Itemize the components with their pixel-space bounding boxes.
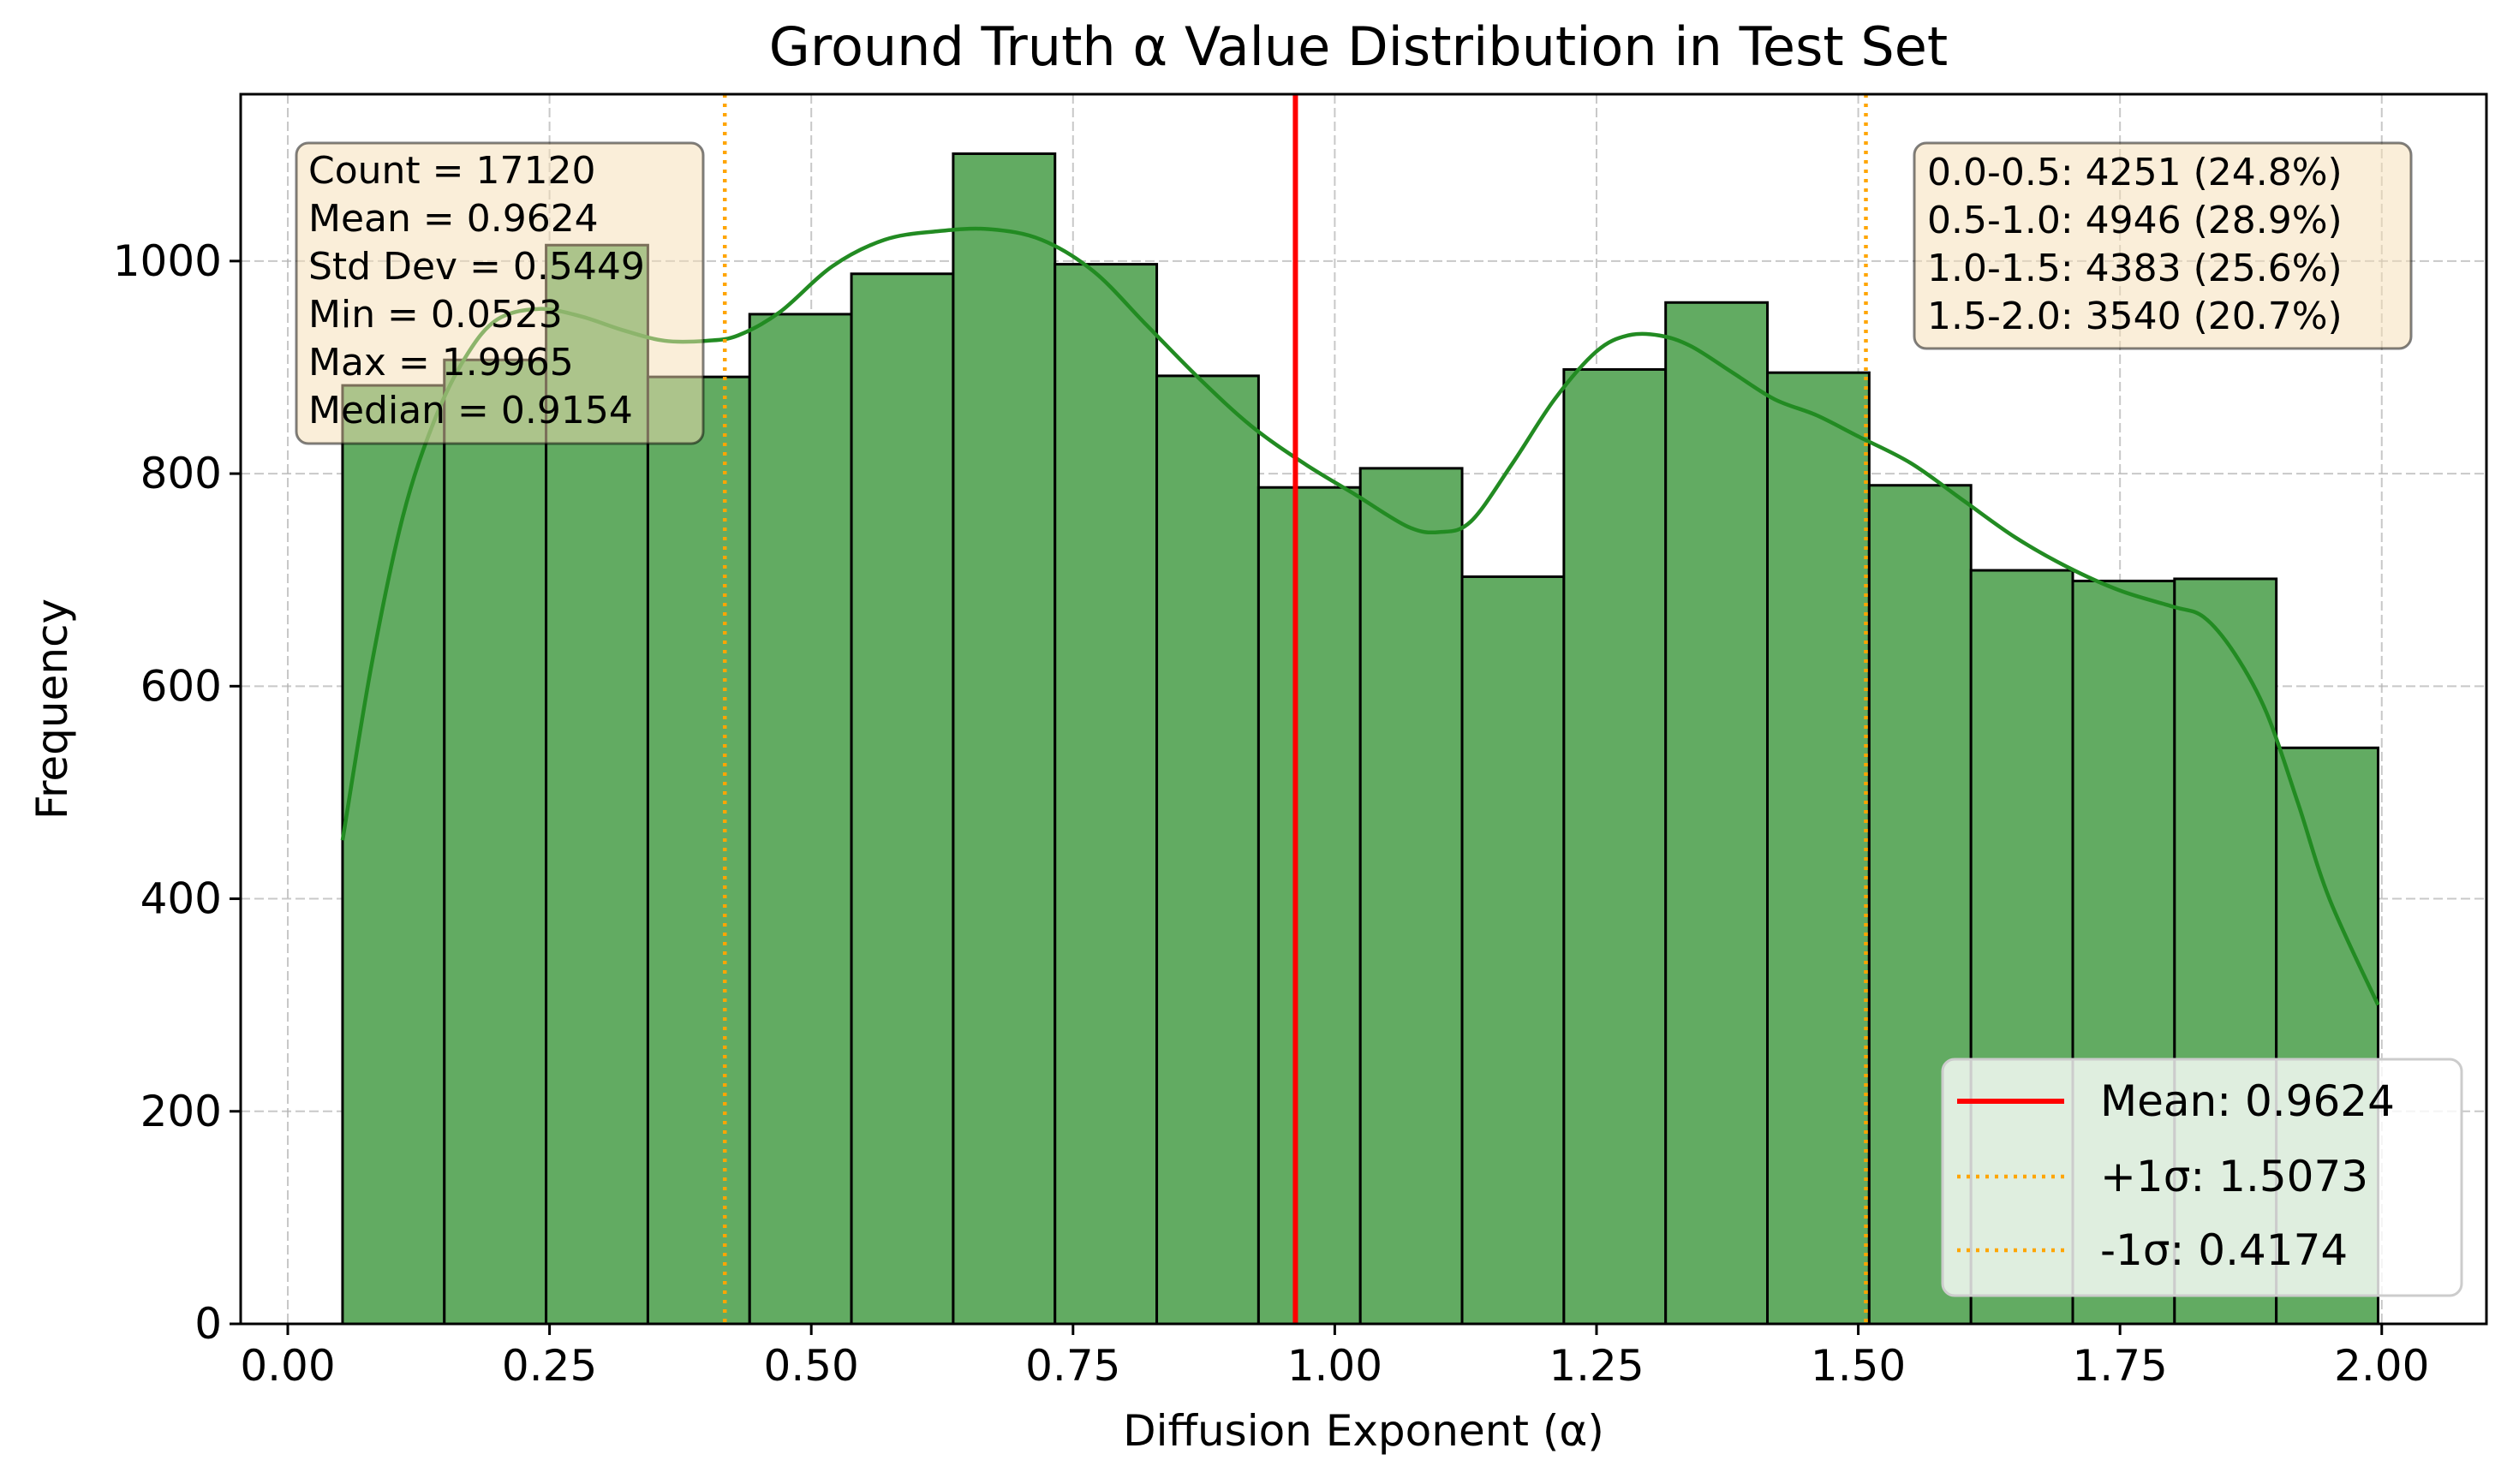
range-1.0-1.5: 1.0-1.5: 4383 (25.6%) bbox=[1927, 247, 2343, 290]
y-tick-label: 0 bbox=[194, 1299, 222, 1349]
range-0-0.5: 0.0-0.5: 4251 (24.8%) bbox=[1927, 151, 2343, 194]
x-tick-label: 0.75 bbox=[1025, 1341, 1120, 1391]
histogram-bar bbox=[1054, 263, 1159, 1326]
x-tick-label: 1.25 bbox=[1549, 1341, 1644, 1391]
histogram-bar bbox=[1562, 367, 1668, 1326]
histogram-bar bbox=[1766, 371, 1871, 1326]
histogram-bar bbox=[850, 272, 955, 1326]
stats-median: Median = 0.9154 bbox=[308, 389, 633, 432]
range-box-background bbox=[1913, 141, 2413, 350]
histogram-bar bbox=[443, 358, 548, 1326]
x-axis-label: Diffusion Exponent (α) bbox=[1123, 1406, 1604, 1456]
x-tick-label: 0.00 bbox=[240, 1341, 335, 1391]
legend-plus-sigma-label: +1σ: 1.5073 bbox=[2100, 1152, 2368, 1201]
y-axis-label: Frequency bbox=[27, 599, 77, 819]
histogram-bar bbox=[748, 313, 853, 1326]
legend: Mean: 0.9624 +1σ: 1.5073 -1σ: 0.4174 bbox=[1941, 1058, 2463, 1297]
stats-mean: Mean = 0.9624 bbox=[308, 197, 599, 241]
histogram-bar bbox=[646, 375, 751, 1326]
x-tick-label: 1.00 bbox=[1287, 1341, 1382, 1391]
histogram-bar bbox=[1460, 575, 1566, 1326]
x-tick-label: 0.25 bbox=[502, 1341, 597, 1391]
plot-frame bbox=[239, 92, 2488, 1326]
x-axis-ticks: 0.00 0.25 0.50 0.75 1.00 1.25 1.50 1.75 2.00 bbox=[240, 1324, 2429, 1391]
histogram-bar bbox=[341, 384, 446, 1326]
legend-minus-sigma-label: -1σ: 0.4174 bbox=[2100, 1225, 2348, 1275]
reference-lines bbox=[722, 94, 1868, 1324]
x-tick-label: 2.00 bbox=[2334, 1341, 2429, 1391]
x-tick-label: 1.75 bbox=[2073, 1341, 2168, 1391]
stats-count: Count = 17120 bbox=[308, 149, 595, 193]
range-box: 0.0-0.5: 4251 (24.8%) 0.5-1.0: 4946 (28.… bbox=[1913, 141, 2413, 350]
histogram-bar bbox=[952, 152, 1057, 1326]
stats-box: Count = 17120 Mean = 0.9624 Std Dev = 0.… bbox=[295, 141, 705, 445]
y-tick-label: 800 bbox=[140, 449, 222, 498]
range-0.5-1.0: 0.5-1.0: 4946 (28.9%) bbox=[1927, 199, 2343, 242]
stats-max: Max = 1.9965 bbox=[308, 341, 574, 384]
histogram-bar bbox=[1664, 301, 1770, 1326]
stats-min: Min = 0.0523 bbox=[308, 293, 563, 337]
x-tick-label: 0.50 bbox=[764, 1341, 859, 1391]
histogram-bar bbox=[1155, 374, 1260, 1326]
histogram-bar bbox=[1358, 467, 1464, 1326]
x-tick-label: 1.50 bbox=[1811, 1341, 1906, 1391]
stats-std: Std Dev = 0.5449 bbox=[308, 245, 645, 289]
y-tick-label: 1000 bbox=[113, 236, 222, 286]
legend-box bbox=[1941, 1058, 2463, 1297]
y-tick-label: 400 bbox=[140, 874, 222, 924]
y-tick-label: 200 bbox=[140, 1087, 222, 1136]
stats-box-background bbox=[295, 141, 705, 445]
y-tick-label: 600 bbox=[140, 661, 222, 711]
histogram-bar bbox=[1256, 486, 1362, 1326]
legend-mean-label: Mean: 0.9624 bbox=[2100, 1076, 2395, 1126]
y-axis-ticks: 0 200 400 600 800 1000 bbox=[113, 236, 241, 1349]
chart-title: Ground Truth α Value Distribution in Tes… bbox=[769, 15, 1948, 78]
range-1.5-2.0: 1.5-2.0: 3540 (20.7%) bbox=[1927, 295, 2343, 338]
